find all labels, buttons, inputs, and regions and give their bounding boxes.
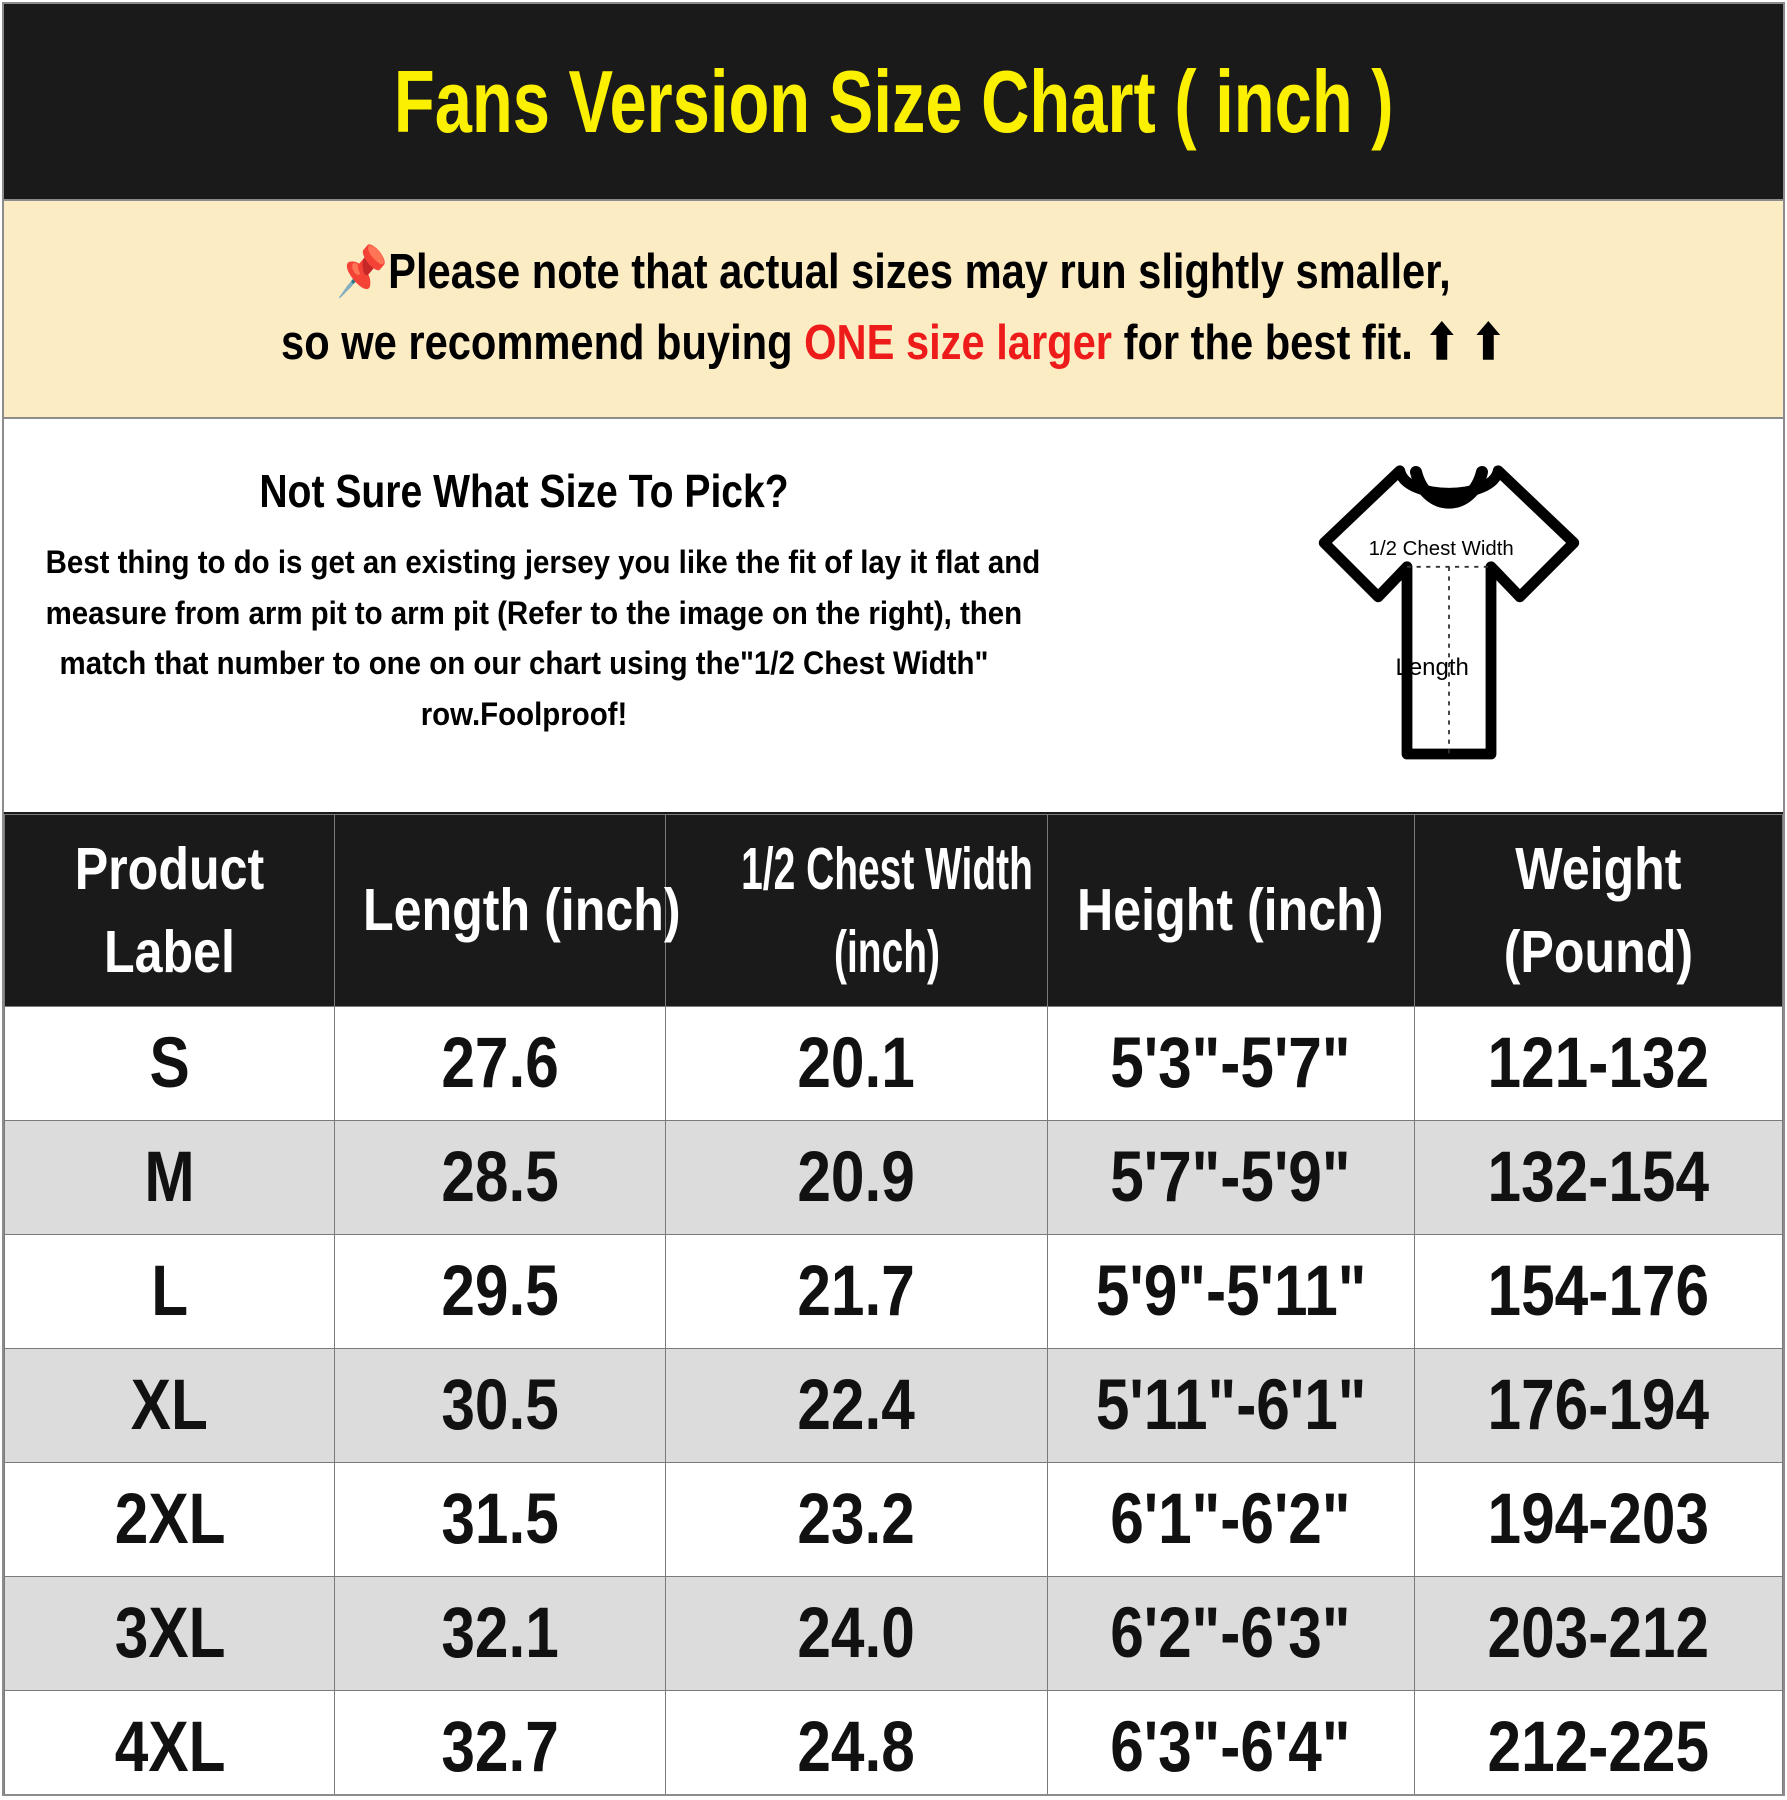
svg-text:1/2 Chest Width: 1/2 Chest Width [1369, 538, 1514, 560]
svg-text:Length: Length [1395, 654, 1468, 681]
